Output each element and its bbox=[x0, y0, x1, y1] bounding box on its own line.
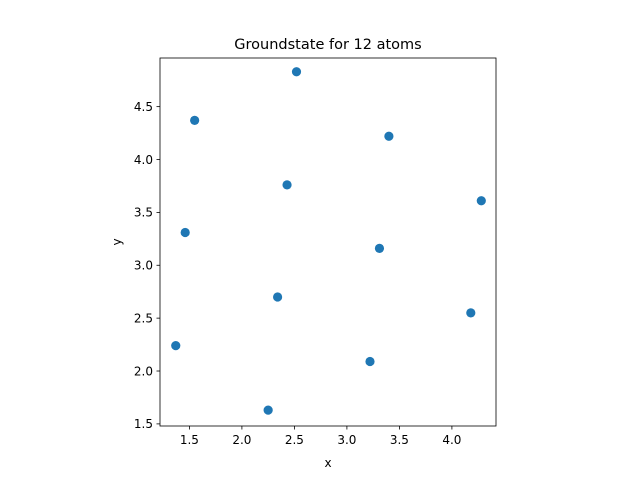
data-point bbox=[180, 227, 190, 238]
data-point bbox=[374, 243, 385, 253]
y-tick-label: 2.5 bbox=[134, 311, 153, 325]
plot-frame bbox=[159, 57, 497, 427]
y-tick-label: 1.5 bbox=[134, 417, 153, 431]
data-point bbox=[291, 67, 302, 77]
x-tick-label: 1.5 bbox=[180, 433, 199, 447]
x-tick-label: 2.5 bbox=[285, 433, 304, 447]
x-tick-label: 4.0 bbox=[442, 433, 461, 447]
x-axis: 1.5 2.0 2.5 3.0 3.5 4.0 bbox=[180, 426, 461, 447]
y-tick-label: 4.5 bbox=[134, 100, 153, 114]
data-point bbox=[282, 180, 292, 190]
y-tick-label: 3.0 bbox=[134, 259, 153, 273]
data-point bbox=[466, 308, 476, 318]
data-point bbox=[190, 115, 200, 125]
data-point bbox=[476, 196, 486, 206]
data-point bbox=[171, 341, 181, 351]
x-tick-label: 2.0 bbox=[232, 433, 251, 447]
y-tick-label: 2.0 bbox=[134, 364, 153, 378]
x-tick-label: 3.5 bbox=[390, 433, 409, 447]
y-tick-label: 4.0 bbox=[134, 153, 153, 167]
data-points bbox=[171, 67, 486, 415]
data-point bbox=[263, 405, 273, 415]
data-point bbox=[384, 131, 394, 141]
x-tick-label: 3.0 bbox=[337, 433, 356, 447]
x-axis-label: x bbox=[324, 456, 331, 470]
y-axis: 1.5 2.0 2.5 3.0 3.5 4.0 4.5 bbox=[134, 100, 160, 431]
y-axis-label: y bbox=[110, 238, 124, 245]
data-point bbox=[365, 356, 375, 367]
y-tick-label: 3.5 bbox=[134, 206, 153, 220]
chart-title: Groundstate for 12 atoms bbox=[234, 37, 421, 53]
data-point bbox=[273, 292, 283, 302]
